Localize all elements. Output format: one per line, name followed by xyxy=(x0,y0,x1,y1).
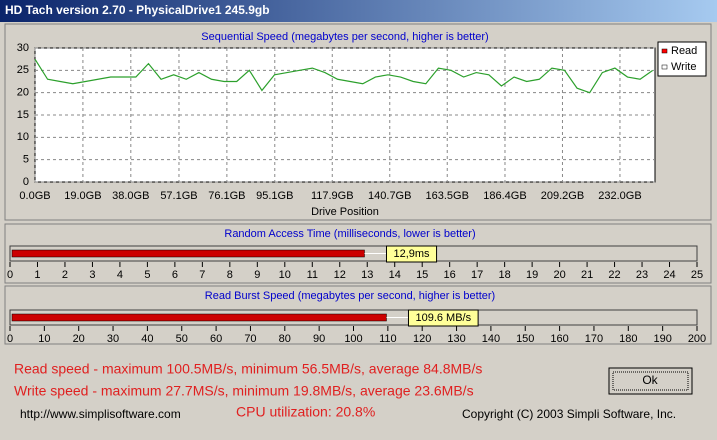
tick-label: 190 xyxy=(653,333,671,345)
tick-label: 17 xyxy=(471,269,483,281)
tick-label: 14 xyxy=(389,269,401,281)
legend-label: Write xyxy=(671,61,696,73)
meter-bar xyxy=(11,249,365,258)
x-tick-label: 117.9GB xyxy=(311,190,354,202)
tick-label: 18 xyxy=(499,269,511,281)
x-tick-label: 95.1GB xyxy=(256,190,293,202)
tick-label: 150 xyxy=(516,333,534,345)
tick-label: 19 xyxy=(526,269,538,281)
x-tick-label: 163.5GB xyxy=(426,190,469,202)
tick-label: 16 xyxy=(444,269,456,281)
tick-label: 11 xyxy=(307,269,318,281)
tick-label: 1 xyxy=(34,269,40,281)
tick-label: 200 xyxy=(688,333,706,345)
tick-label: 0 xyxy=(7,333,13,345)
tick-label: 90 xyxy=(313,333,325,345)
y-tick-label: 10 xyxy=(17,131,29,143)
meter-bar xyxy=(11,313,387,322)
legend-swatch xyxy=(661,48,668,54)
legend-label: Read xyxy=(671,45,697,57)
y-tick-label: 5 xyxy=(23,154,29,166)
tick-label: 140 xyxy=(482,333,500,345)
tick-label: 160 xyxy=(550,333,568,345)
tick-label: 50 xyxy=(176,333,188,345)
tick-label: 60 xyxy=(210,333,222,345)
x-axis-label: Drive Position xyxy=(311,206,379,218)
tick-label: 130 xyxy=(447,333,465,345)
meter-value-label: 109.6 MB/s xyxy=(415,312,471,324)
tick-label: 30 xyxy=(107,333,119,345)
tick-label: 10 xyxy=(279,269,291,281)
y-tick-label: 15 xyxy=(17,109,29,121)
x-tick-label: 38.0GB xyxy=(112,190,149,202)
seq-title: Sequential Speed (megabytes per second, … xyxy=(201,31,488,43)
tick-label: 12 xyxy=(334,269,346,281)
x-tick-label: 19.0GB xyxy=(64,190,101,202)
ra-title: Random Access Time (milliseconds, lower … xyxy=(224,228,475,240)
tick-label: 0 xyxy=(7,269,13,281)
title-bar xyxy=(0,0,717,22)
meter-label-box xyxy=(385,245,438,263)
button-focus xyxy=(612,371,689,391)
x-tick-label: 140.7GB xyxy=(368,190,411,202)
legend-swatch xyxy=(661,64,668,70)
x-tick-label: 76.1GB xyxy=(208,190,245,202)
x-tick-label: 57.1GB xyxy=(160,190,197,202)
tick-label: 10 xyxy=(38,333,50,345)
tick-label: 100 xyxy=(344,333,362,345)
tick-label: 110 xyxy=(379,333,397,345)
burst-title: Read Burst Speed (megabytes per second, … xyxy=(205,290,495,302)
x-tick-label: 209.2GB xyxy=(541,190,584,202)
x-tick-label: 232.0GB xyxy=(598,190,641,202)
url: http://www.simplisoftware.com xyxy=(20,407,181,421)
y-tick-label: 25 xyxy=(17,64,29,76)
write-stats: Write speed - maximum 27.7MS/s, minimum … xyxy=(14,383,474,399)
tick-label: 23 xyxy=(636,269,648,281)
read-line xyxy=(34,58,654,94)
y-tick-label: 20 xyxy=(17,87,29,99)
tick-label: 20 xyxy=(73,333,85,345)
x-tick-label: 186.4GB xyxy=(483,190,526,202)
tick-label: 2 xyxy=(62,269,68,281)
tick-label: 9 xyxy=(254,269,260,281)
ok-label[interactable]: Ok xyxy=(642,373,658,387)
meter-value-label: 12,9ms xyxy=(393,248,430,260)
tick-label: 180 xyxy=(619,333,637,345)
legend xyxy=(657,41,707,77)
cpu-stats: CPU utilization: 20.8% xyxy=(236,404,375,420)
window-title: HD Tach version 2.70 - PhysicalDrive1 24… xyxy=(5,3,270,17)
tick-label: 4 xyxy=(117,269,123,281)
tick-label: 15 xyxy=(416,269,428,281)
y-tick-label: 0 xyxy=(23,176,29,188)
tick-label: 80 xyxy=(279,333,291,345)
read-stats: Read speed - maximum 100.5MB/s, minimum … xyxy=(14,361,482,377)
copyright: Copyright (C) 2003 Simpli Software, Inc. xyxy=(462,407,676,421)
tick-label: 5 xyxy=(144,269,150,281)
tick-label: 21 xyxy=(581,269,593,281)
tick-label: 170 xyxy=(585,333,603,345)
tick-label: 40 xyxy=(141,333,153,345)
tick-label: 3 xyxy=(89,269,95,281)
tick-label: 8 xyxy=(227,269,233,281)
tick-label: 7 xyxy=(199,269,205,281)
tick-label: 24 xyxy=(663,269,675,281)
meter-label-box xyxy=(407,309,479,327)
tick-label: 70 xyxy=(244,333,256,345)
tick-label: 25 xyxy=(691,269,703,281)
tick-label: 6 xyxy=(172,269,178,281)
tick-label: 20 xyxy=(553,269,565,281)
tick-label: 13 xyxy=(361,269,373,281)
tick-label: 22 xyxy=(608,269,620,281)
y-tick-label: 30 xyxy=(17,42,29,54)
x-tick-label: 0.0GB xyxy=(19,190,50,202)
tick-label: 120 xyxy=(413,333,431,345)
